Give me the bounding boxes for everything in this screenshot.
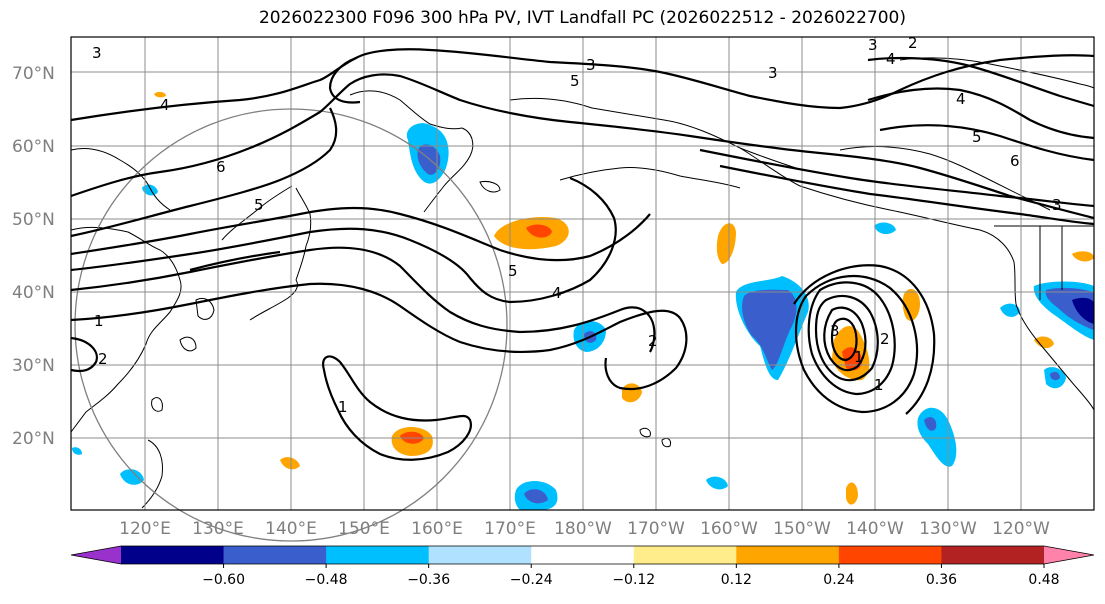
colorbar-tick-label: −0.36 — [407, 572, 450, 588]
longitude-gridlines — [144, 37, 1022, 510]
lon-label-170w: 170°W — [627, 519, 685, 539]
colorbar-segment — [633, 546, 737, 564]
contour-label: 2 — [908, 34, 918, 52]
contour-label: 4 — [552, 284, 562, 302]
colorbar-tick-label: 0.48 — [1028, 572, 1059, 588]
lat-label-70n: 70°N — [12, 64, 55, 84]
lon-label-160e: 160°E — [411, 519, 463, 539]
contour-label: 2 — [880, 330, 890, 348]
pv-anomaly-shading — [72, 91, 1094, 510]
colorbar-tick-label: 0.24 — [823, 572, 854, 588]
lon-label-170e: 170°E — [484, 519, 536, 539]
lat-label-50n: 50°N — [12, 210, 55, 230]
lat-label-40n: 40°N — [12, 283, 55, 303]
contour-label: 6 — [1010, 152, 1020, 170]
contour-label: 1 — [854, 348, 864, 366]
colorbar-segment — [223, 546, 327, 564]
lon-label-130e: 130°E — [192, 519, 244, 539]
pv-contours — [70, 48, 1095, 461]
latitude-labels: 70°N 60°N 50°N 40°N 30°N 20°N — [12, 64, 55, 449]
contour-label: 4 — [886, 50, 896, 68]
lon-label-180w: 180°W — [554, 519, 612, 539]
colorbar-segment — [428, 546, 532, 564]
colorbar: −0.60 −0.48 −0.36 −0.24 −0.12 0.12 0.24 0.36 0.4… — [70, 545, 1095, 588]
colorbar-extend-min — [71, 546, 121, 564]
contour-label-group: 3 3 2 4 5 6 5 1 2 1 5 4 2 3 3 4 4 5 6 3 … — [92, 34, 1062, 416]
lat-label-60n: 60°N — [12, 137, 55, 157]
lat-label-30n: 30°N — [12, 356, 55, 376]
contour-label: 3 — [1052, 196, 1062, 214]
colorbar-tick-label: 0.36 — [926, 572, 957, 588]
colorbar-segment — [736, 546, 840, 564]
lon-label-120w: 120°W — [992, 519, 1050, 539]
contour-label: 3 — [92, 44, 102, 62]
map-border — [70, 36, 1095, 511]
lon-label-120e: 120°E — [119, 519, 171, 539]
contour-label: 5 — [254, 196, 264, 214]
lon-label-140e: 140°E — [265, 519, 317, 539]
colorbar-segment — [326, 546, 430, 564]
contour-label: 2 — [648, 332, 658, 350]
contour-label: 3 — [586, 56, 596, 74]
colorbar-tick-label: −0.60 — [202, 572, 245, 588]
map-title: 2026022300 F096 300 hPa PV, IVT Landfall… — [258, 8, 906, 28]
contour-label: 5 — [570, 72, 580, 90]
contour-label: 1 — [338, 398, 348, 416]
contour-label: 3 — [868, 36, 878, 54]
contour-label: 6 — [216, 158, 226, 176]
colorbar-segment — [941, 546, 1045, 564]
colorbar-tick-label: −0.48 — [305, 572, 348, 588]
landfall-radius-circle — [74, 108, 508, 542]
contour-label: 5 — [972, 128, 982, 146]
contour-label: 5 — [508, 262, 518, 280]
lon-label-160w: 160°W — [700, 519, 758, 539]
colorbar-outline — [70, 545, 1095, 565]
colorbar-segment — [838, 546, 942, 564]
contour-label: 1 — [94, 312, 104, 330]
contour-label: 3 — [768, 64, 778, 82]
lon-label-130w: 130°W — [919, 519, 977, 539]
colorbar-tick-label: −0.12 — [612, 572, 655, 588]
lon-label-150e: 150°E — [338, 519, 390, 539]
contour-label: 3 — [830, 322, 840, 340]
contour-label: 4 — [956, 90, 966, 108]
lat-label-20n: 20°N — [12, 429, 55, 449]
coastlines — [70, 57, 1095, 509]
colorbar-tick-label: −0.24 — [510, 572, 553, 588]
colorbar-extend-max — [1044, 546, 1094, 564]
contour-label: 1 — [874, 376, 884, 394]
colorbar-segment — [531, 546, 635, 564]
contour-label: 4 — [160, 96, 170, 114]
lon-label-140w: 140°W — [846, 519, 904, 539]
longitude-labels: 120°E 130°E 140°E 150°E 160°E 170°E 180°… — [119, 519, 1050, 539]
colorbar-tick-label: 0.12 — [721, 572, 752, 588]
colorbar-segment — [121, 546, 225, 564]
contour-label: 2 — [98, 350, 108, 368]
lon-label-150w: 150°W — [773, 519, 831, 539]
